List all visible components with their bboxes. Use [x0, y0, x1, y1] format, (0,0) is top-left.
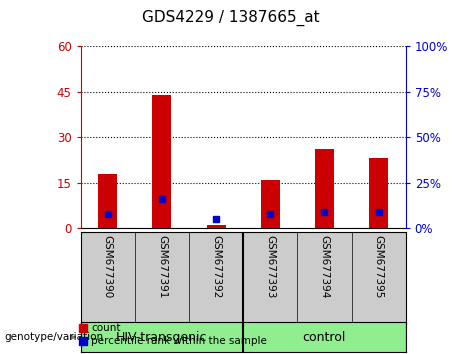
Bar [261, 180, 280, 228]
Text: GSM677390: GSM677390 [103, 235, 113, 298]
Text: GSM677394: GSM677394 [319, 235, 330, 298]
Text: GSM677393: GSM677393 [265, 235, 275, 298]
Bar [98, 174, 117, 228]
Text: GDS4229 / 1387665_at: GDS4229 / 1387665_at [142, 10, 319, 26]
Text: GSM677395: GSM677395 [373, 235, 384, 298]
Bar [207, 225, 225, 228]
Bar [315, 149, 334, 228]
Bar [369, 159, 388, 228]
Legend: count, percentile rank within the sample: count, percentile rank within the sample [74, 319, 271, 350]
Text: GSM677392: GSM677392 [211, 235, 221, 298]
Text: GSM677391: GSM677391 [157, 235, 167, 298]
Text: control: control [303, 331, 346, 344]
Bar [153, 95, 171, 228]
Text: genotype/variation: genotype/variation [5, 332, 104, 342]
Text: HIV-transgenic: HIV-transgenic [116, 331, 207, 344]
